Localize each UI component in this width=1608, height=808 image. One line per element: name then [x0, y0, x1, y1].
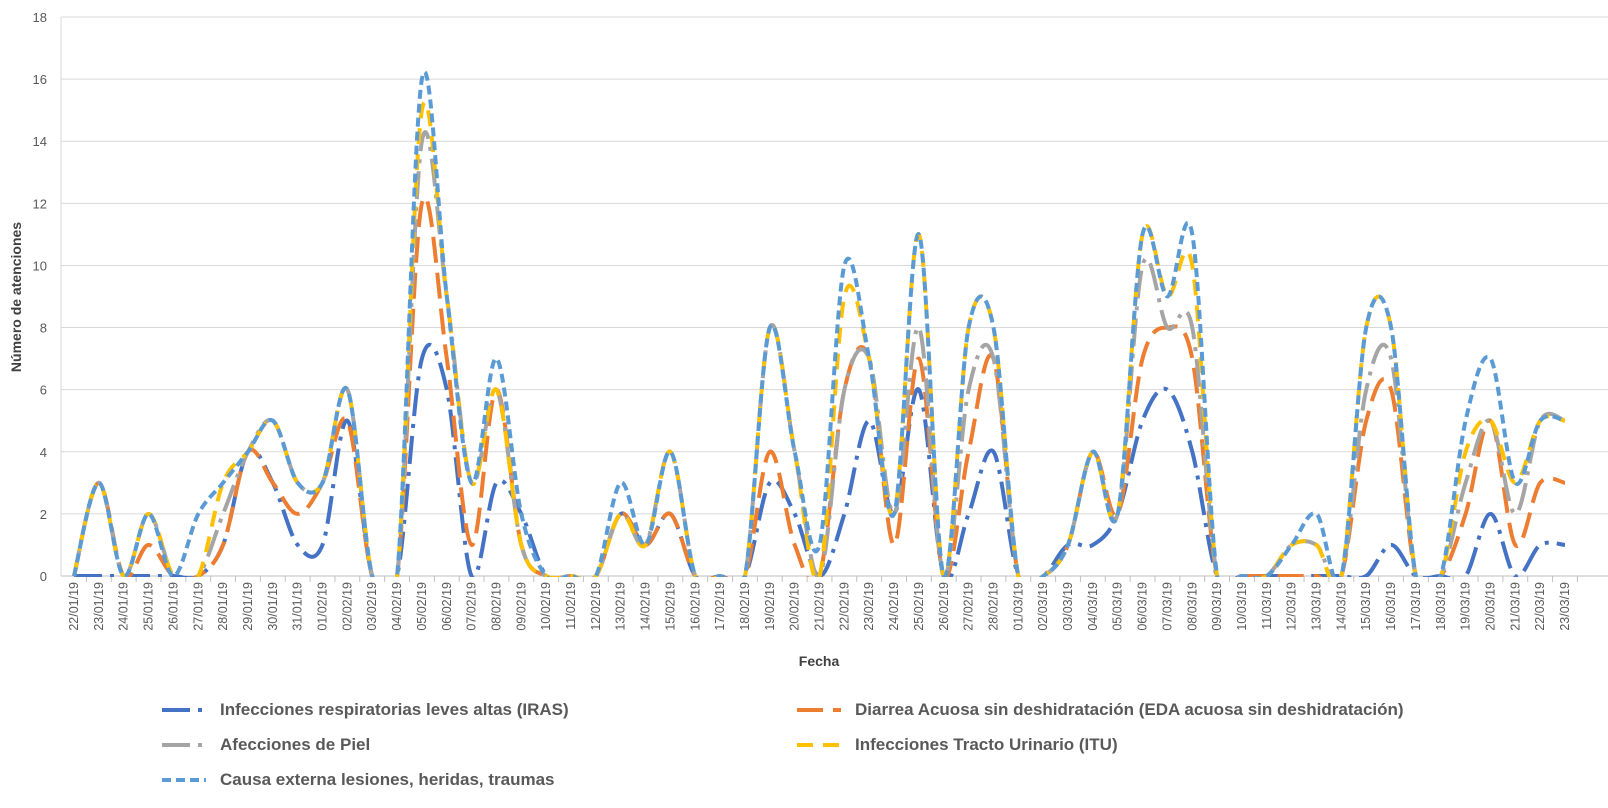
y-tick-label: 2 [40, 507, 47, 522]
legend-item: Infecciones Tracto Urinario (ITU) [795, 730, 1118, 760]
x-axis-label: Fecha [799, 653, 840, 669]
x-tick-label: 26/01/19 [166, 582, 180, 631]
x-tick-label: 10/02/19 [539, 582, 553, 631]
x-tick-label: 13/02/19 [614, 582, 628, 631]
x-tick-label: 05/02/19 [415, 582, 429, 631]
x-tick-label: 31/01/19 [291, 582, 305, 631]
x-tick-label: 28/02/19 [986, 582, 1000, 631]
series-line-5 [72, 70, 1566, 577]
x-tick-label: 17/02/19 [713, 582, 727, 631]
legend-item: Causa externa lesiones, heridas, traumas [160, 765, 555, 795]
y-tick-label: 4 [40, 445, 47, 460]
x-tick-label: 10/03/19 [1235, 582, 1249, 631]
x-tick-label: 23/02/19 [862, 582, 876, 631]
x-tick-label: 07/03/19 [1160, 582, 1174, 631]
x-tick-label: 22/03/19 [1533, 582, 1547, 631]
x-tick-label: 08/03/19 [1185, 582, 1199, 631]
x-tick-label: 18/02/19 [738, 582, 752, 631]
x-tick-label: 03/02/19 [365, 582, 379, 631]
x-tick-label: 01/03/19 [1011, 582, 1025, 631]
legend-label: Infecciones Tracto Urinario (ITU) [855, 735, 1118, 754]
x-tick-label: 05/03/19 [1111, 582, 1125, 631]
x-axis-ticks: 22/01/19 23/01/19 24/01/19 25/01/19 26/01/19… [67, 576, 1578, 631]
x-tick-label: 16/03/19 [1384, 582, 1398, 631]
y-axis-label: Número de atenciones [8, 222, 24, 372]
x-tick-label: 06/02/19 [440, 582, 454, 631]
x-tick-label: 14/02/19 [639, 582, 653, 631]
x-tick-label: 24/02/19 [887, 582, 901, 631]
x-tick-label: 07/02/19 [465, 582, 479, 631]
x-tick-label: 19/03/19 [1459, 582, 1473, 631]
y-tick-label: 0 [40, 569, 47, 584]
x-tick-label: 03/03/19 [1061, 582, 1075, 631]
x-tick-label: 22/01/19 [67, 582, 81, 631]
x-tick-label: 04/03/19 [1086, 582, 1100, 631]
series-lines [72, 70, 1566, 577]
y-tick-label: 12 [33, 196, 47, 211]
x-tick-label: 25/02/19 [912, 582, 926, 631]
legend-swatch [162, 778, 206, 782]
line-chart: 0 2 4 6 8 10 12 14 16 18 22/01/19 23/01/19 24/01/19… [8, 10, 1608, 669]
x-tick-label: 27/02/19 [962, 582, 976, 631]
y-tick-label: 16 [33, 72, 47, 87]
x-tick-label: 18/03/19 [1434, 582, 1448, 631]
x-tick-label: 22/02/19 [837, 582, 851, 631]
x-tick-label: 23/03/19 [1558, 582, 1572, 631]
y-tick-label: 18 [33, 10, 47, 25]
x-tick-label: 04/02/19 [390, 582, 404, 631]
x-tick-label: 23/01/19 [92, 582, 106, 631]
x-tick-label: 11/02/19 [564, 582, 578, 630]
x-tick-label: 28/01/19 [216, 582, 230, 631]
x-tick-label: 09/02/19 [514, 582, 528, 631]
series-line-1 [74, 342, 1566, 577]
x-tick-label: 21/03/19 [1508, 582, 1522, 631]
y-tick-label: 6 [40, 383, 47, 398]
legend-swatch [162, 708, 206, 712]
x-tick-label: 25/01/19 [142, 582, 156, 631]
legend-label: Afecciones de Piel [220, 735, 371, 754]
x-tick-label: 20/02/19 [788, 582, 802, 631]
y-tick-label: 8 [40, 321, 47, 336]
x-tick-label: 12/03/19 [1285, 582, 1299, 631]
x-tick-label: 06/03/19 [1136, 582, 1150, 631]
legend-label: Diarrea Acuosa sin deshidratación (EDA a… [855, 700, 1404, 719]
x-tick-label: 20/03/19 [1483, 582, 1497, 631]
legend-swatch [797, 708, 841, 712]
y-tick-label: 14 [33, 134, 47, 149]
series-line-4 [72, 100, 1566, 577]
gridlines [61, 16, 1608, 515]
x-tick-label: 02/02/19 [340, 582, 354, 631]
x-tick-label: 02/03/19 [1036, 582, 1050, 631]
legend-item: Infecciones respiratorias leves altas (I… [160, 695, 569, 725]
x-tick-label: 17/03/19 [1409, 582, 1423, 631]
legend-item: Diarrea Acuosa sin deshidratación (EDA a… [795, 695, 1404, 725]
y-tick-label: 10 [33, 258, 47, 273]
legend-label: Causa externa lesiones, heridas, traumas [220, 770, 555, 789]
x-tick-label: 30/01/19 [266, 582, 280, 631]
x-tick-label: 26/02/19 [937, 582, 951, 631]
x-tick-label: 15/02/19 [663, 582, 677, 631]
x-tick-label: 19/02/19 [763, 582, 777, 631]
x-tick-label: 08/02/19 [489, 582, 503, 631]
x-tick-label: 13/03/19 [1310, 582, 1324, 631]
x-tick-label: 11/03/19 [1260, 582, 1274, 630]
x-tick-label: 15/03/19 [1359, 582, 1373, 631]
x-tick-label: 21/02/19 [813, 582, 827, 631]
legend: Infecciones respiratorias leves altas (I… [0, 690, 1608, 808]
x-tick-label: 24/01/19 [117, 582, 131, 631]
x-tick-label: 01/02/19 [316, 582, 330, 631]
x-tick-label: 27/01/19 [191, 582, 205, 631]
y-axis-ticks: 0 2 4 6 8 10 12 14 16 18 [33, 10, 47, 584]
legend-swatch [162, 743, 206, 747]
x-tick-label: 09/03/19 [1210, 582, 1224, 631]
legend-label: Infecciones respiratorias leves altas (I… [220, 700, 569, 719]
x-tick-label: 29/01/19 [241, 582, 255, 631]
legend-swatch [797, 743, 841, 747]
legend-item: Afecciones de Piel [160, 730, 370, 760]
x-tick-label: 14/03/19 [1334, 582, 1348, 631]
x-tick-label: 12/02/19 [589, 582, 603, 631]
x-tick-label: 16/02/19 [688, 582, 702, 631]
